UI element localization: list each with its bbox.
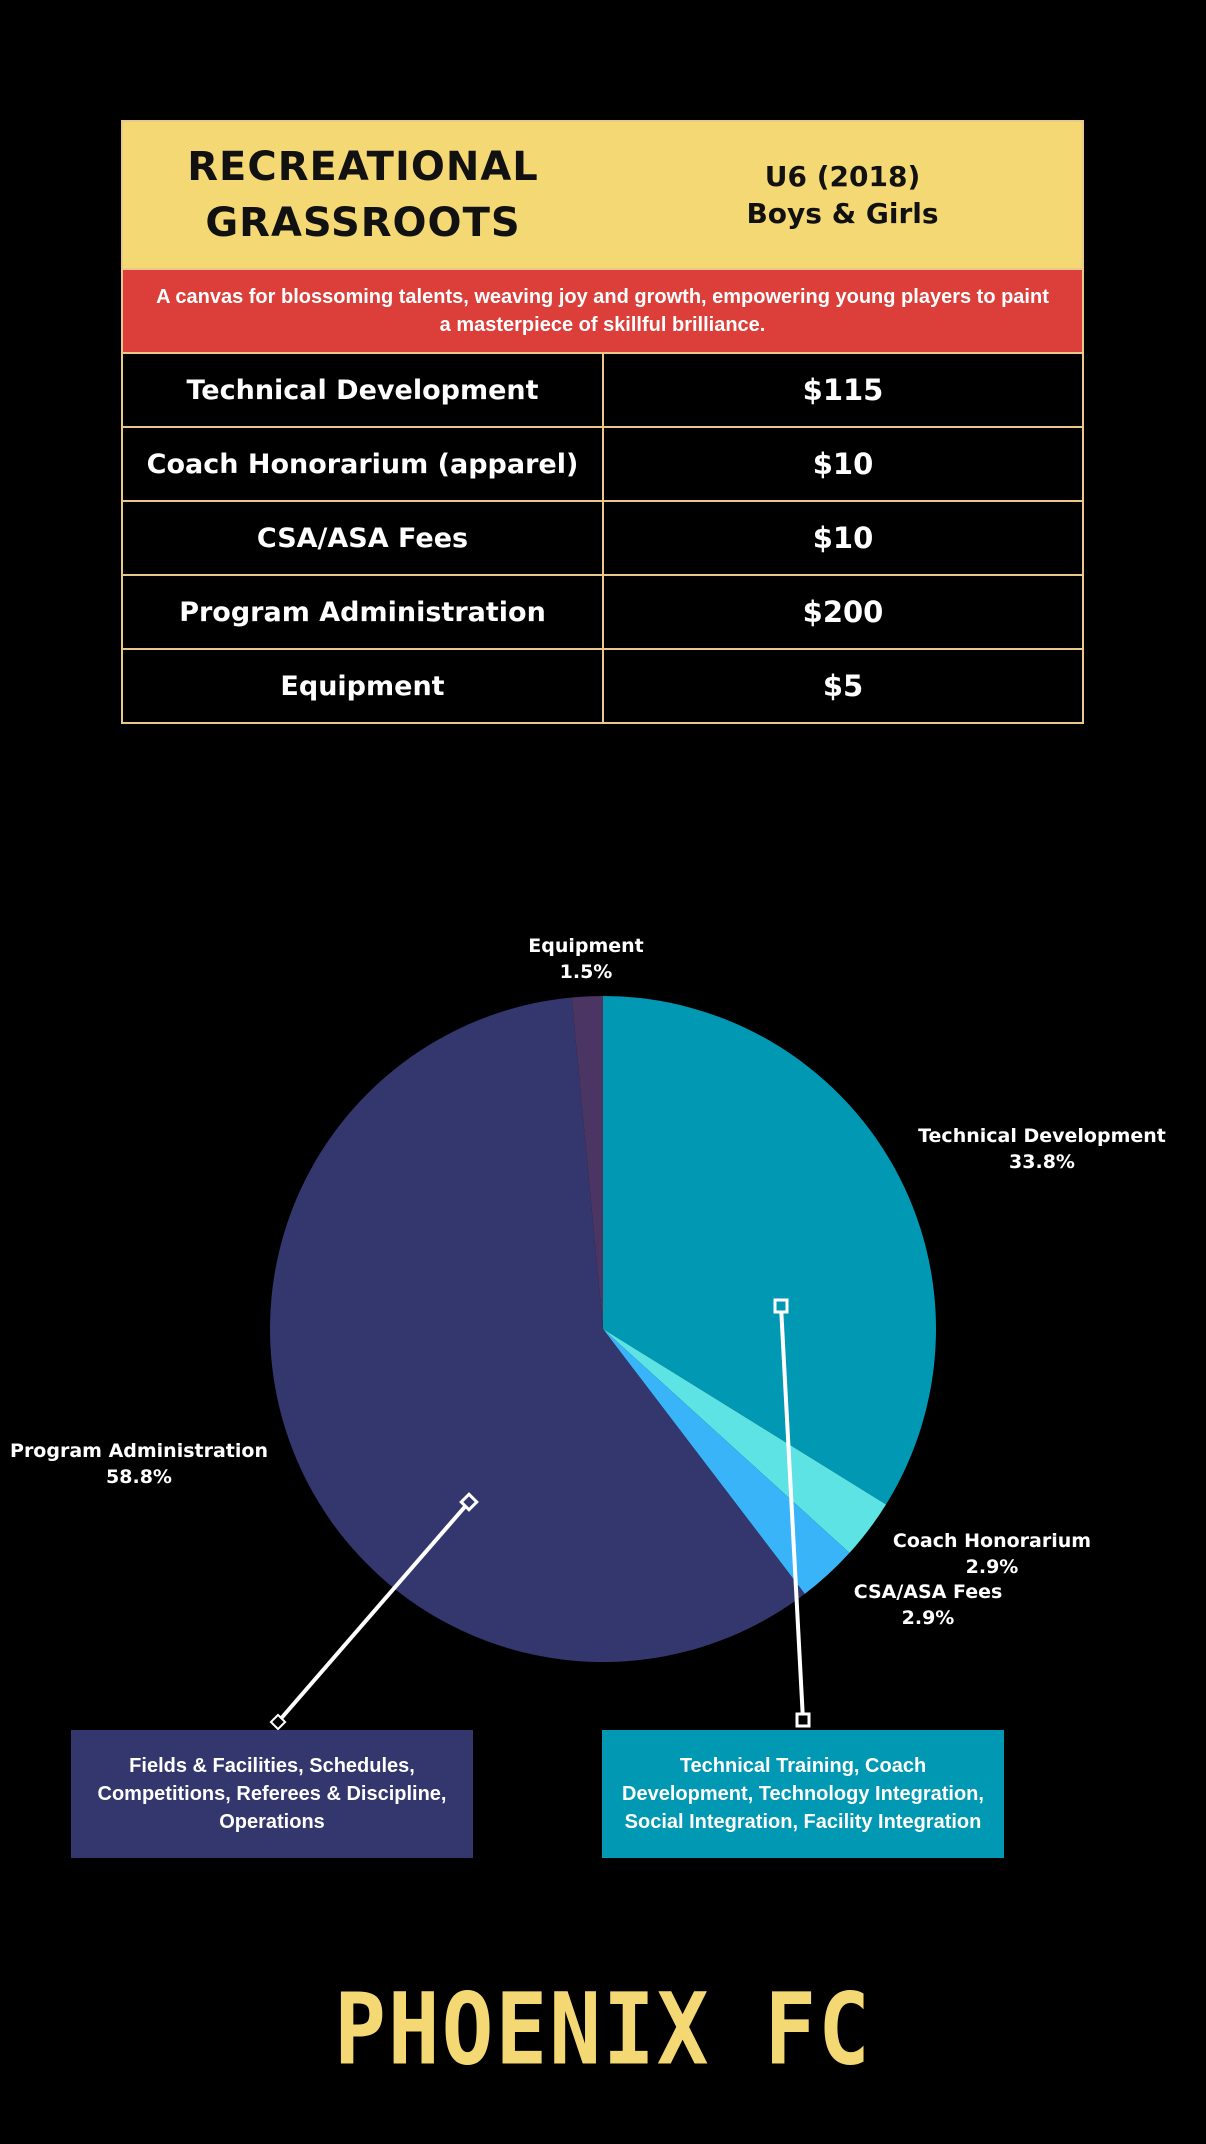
fee-amount: $200	[802, 595, 884, 629]
fee-amount: $10	[812, 521, 874, 555]
connector-admin-end-inner	[272, 1716, 284, 1728]
fee-item: Program Administration	[123, 576, 604, 648]
value-technical-development: 33.8%	[1009, 1151, 1075, 1173]
age-group-year: U6 (2018)	[764, 160, 921, 193]
fee-row: Technical Development $115	[123, 354, 1082, 428]
fee-amount: $115	[802, 373, 884, 407]
value-coach-honorarium: 2.9%	[966, 1556, 1019, 1578]
callout-program-administration: Fields & Facilities, Schedules, Competit…	[71, 1730, 473, 1858]
pie-slice-technical-development	[603, 996, 936, 1505]
label-equipment: Equipment	[528, 935, 644, 957]
connector-admin-start-inner	[463, 1496, 475, 1508]
label-program-administration: Program Administration	[10, 1440, 268, 1462]
connector-tech	[779, 1305, 805, 1721]
fee-amount: $10	[812, 447, 874, 481]
callout-technical-development: Technical Training, Coach Development, T…	[602, 1730, 1004, 1858]
pie-slice-program-administration	[270, 997, 805, 1663]
pie-labels: Equipment 1.5% Technical Development 33.…	[10, 935, 1166, 1629]
fee-item: Equipment	[123, 650, 604, 722]
pie-slice-csa-asa-fees	[603, 1329, 850, 1594]
pie-slices	[270, 996, 936, 1663]
label-coach-honorarium: Coach Honorarium	[893, 1530, 1091, 1552]
fee-item: CSA/ASA Fees	[123, 502, 604, 574]
connector-admin	[276, 1500, 471, 1724]
pie-slice-equipment	[571, 996, 603, 1329]
connector-tech-end	[795, 1712, 811, 1728]
fee-row: Program Administration $200	[123, 576, 1082, 650]
fee-row: Equipment $5	[123, 650, 1082, 722]
brand-logo-text: PHOENIX FC	[334, 1972, 872, 2088]
fee-row: CSA/ASA Fees $10	[123, 502, 1082, 576]
value-equipment: 1.5%	[560, 961, 613, 983]
value-program-administration: 58.8%	[106, 1466, 172, 1488]
connector-tech-start	[773, 1298, 789, 1314]
fee-item: Technical Development	[123, 354, 604, 426]
program-title: RECREATIONAL GRASSROOTS	[187, 144, 539, 246]
fee-amount: $5	[822, 669, 864, 703]
value-csa-asa-fees: 2.9%	[902, 1607, 955, 1629]
age-group-gender: Boys & Girls	[746, 197, 939, 230]
fee-table: Technical Development $115 Coach Honorar…	[123, 354, 1082, 722]
card-header: RECREATIONAL GRASSROOTS U6 (2018) Boys &…	[123, 122, 1082, 270]
label-technical-development: Technical Development	[918, 1125, 1166, 1147]
label-csa-asa-fees: CSA/ASA Fees	[854, 1581, 1003, 1603]
pie-slice-coach-honorarium	[603, 1329, 887, 1553]
age-group: U6 (2018) Boys & Girls	[603, 158, 1082, 232]
callout-connectors	[269, 1298, 811, 1731]
fee-row: Coach Honorarium (apparel) $10	[123, 428, 1082, 502]
fee-item: Coach Honorarium (apparel)	[123, 428, 604, 500]
fee-card: RECREATIONAL GRASSROOTS U6 (2018) Boys &…	[121, 120, 1084, 724]
program-tagline: A canvas for blossoming talents, weaving…	[123, 270, 1082, 354]
